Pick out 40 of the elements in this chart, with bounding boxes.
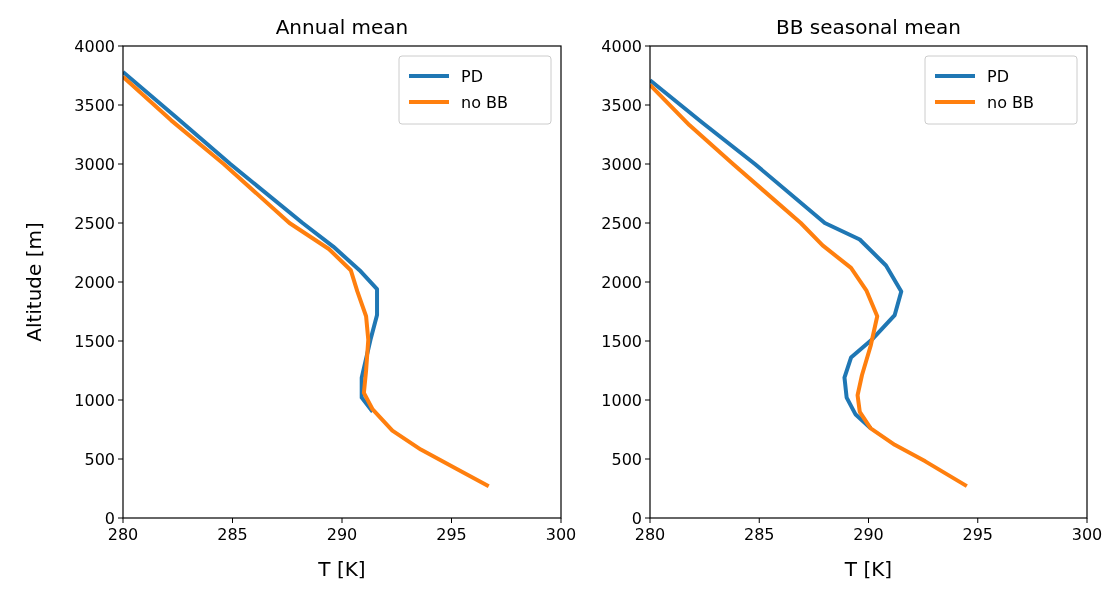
legend-label: PD — [987, 67, 1009, 86]
x-axis-title: T [K] — [317, 557, 366, 581]
y-tick-label: 3000 — [601, 155, 642, 174]
x-axis-title: T [K] — [843, 557, 893, 581]
x-tick-label: 280 — [634, 525, 666, 544]
x-tick-label: 295 — [962, 525, 994, 544]
y-tick-label: 3000 — [74, 155, 115, 174]
line-series — [123, 69, 380, 414]
chart-title: BB seasonal mean — [776, 15, 961, 39]
y-tick-label: 3500 — [601, 96, 642, 115]
x-tick-label: 300 — [545, 525, 577, 544]
line-series — [650, 82, 969, 489]
y-tick-label: 4000 — [74, 37, 115, 56]
y-tick-label: 1000 — [74, 391, 115, 410]
y-axis-title: Altitude [m] — [22, 222, 46, 342]
y-tick-label: 4000 — [601, 37, 642, 56]
y-tick-label: 3500 — [74, 96, 115, 115]
line-series — [650, 78, 904, 431]
y-tick-label: 2000 — [601, 273, 642, 292]
legend-label: PD — [461, 67, 483, 86]
legend-label: no BB — [461, 93, 508, 112]
x-tick-label: 285 — [743, 525, 775, 544]
x-tick-label: 290 — [853, 525, 884, 544]
y-tick-label: 1500 — [74, 332, 115, 351]
x-tick-label: 300 — [1071, 525, 1103, 544]
chart-title: Annual mean — [275, 15, 409, 39]
x-tick-label: 295 — [436, 525, 467, 544]
y-tick-label: 2500 — [74, 214, 115, 233]
y-tick-label: 500 — [84, 450, 115, 469]
x-tick-label: 280 — [107, 525, 139, 544]
y-tick-label: 500 — [611, 450, 642, 469]
y-tick-label: 1000 — [601, 391, 642, 410]
y-tick-label: 2000 — [74, 273, 115, 292]
x-tick-label: 285 — [217, 525, 248, 544]
y-tick-label: 0 — [631, 509, 642, 528]
legend-label: no BB — [987, 93, 1034, 112]
y-tick-label: 1500 — [601, 332, 642, 351]
x-tick-label: 290 — [326, 525, 358, 544]
y-tick-label: 0 — [104, 509, 115, 528]
y-tick-label: 2500 — [601, 214, 642, 233]
